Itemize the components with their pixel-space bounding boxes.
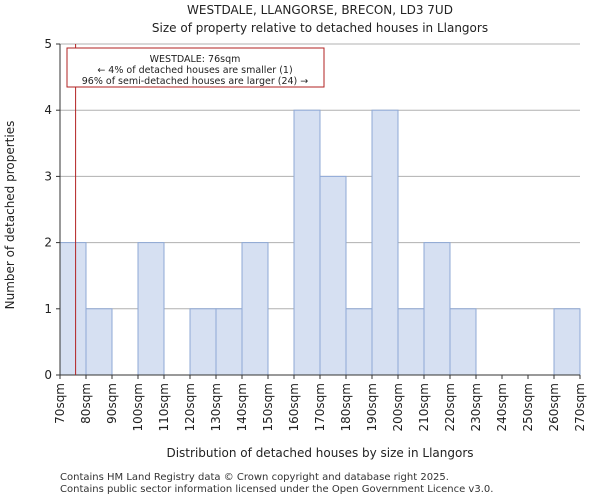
histogram-bar: [241, 242, 269, 376]
histogram-bar: [423, 242, 451, 376]
x-tick-label: 90sqm: [105, 383, 119, 424]
x-tick-label: 120sqm: [183, 383, 197, 431]
x-tick-label: 140sqm: [235, 383, 249, 431]
y-tick-label: 2: [44, 236, 52, 250]
y-tick-label: 3: [44, 169, 52, 183]
histogram-bar: [345, 308, 373, 376]
x-tick-label: 80sqm: [79, 383, 93, 424]
y-tick-label: 4: [44, 103, 52, 117]
x-tick-label: 160sqm: [287, 383, 301, 431]
x-tick-label: 190sqm: [365, 383, 379, 431]
chart-subtitle: Size of property relative to detached ho…: [152, 21, 488, 35]
x-tick-label: 150sqm: [261, 383, 275, 431]
x-tick-label: 240sqm: [495, 383, 509, 431]
annotation-line: ← 4% of detached houses are smaller (1): [97, 65, 292, 76]
histogram-bar: [85, 308, 113, 376]
x-tick-label: 130sqm: [209, 383, 223, 431]
x-tick-label: 220sqm: [443, 383, 457, 431]
x-tick-label: 200sqm: [391, 383, 405, 431]
x-axis-label: Distribution of detached houses by size …: [166, 446, 473, 460]
x-tick-label: 70sqm: [53, 383, 67, 424]
histogram-bar: [553, 308, 581, 376]
x-tick-label: 110sqm: [157, 383, 171, 431]
y-axis-label: Number of detached properties: [3, 121, 17, 310]
y-tick-label: 0: [44, 368, 52, 382]
x-tick-label: 230sqm: [469, 383, 483, 431]
histogram-bar: [371, 109, 399, 376]
x-tick-label: 170sqm: [313, 383, 327, 431]
annotation-line: WESTDALE: 76sqm: [150, 54, 241, 65]
x-tick-label: 260sqm: [547, 383, 561, 431]
x-tick-label: 210sqm: [417, 383, 431, 431]
x-tick-label: 270sqm: [573, 383, 587, 431]
bars: [59, 109, 581, 376]
histogram-bar: [397, 308, 425, 376]
histogram-bar: [293, 109, 321, 376]
axes: 0 1 2 3 4 5 70sqm 80sqm 90sqm 100sqm 110sqm 120sqm 1…: [44, 37, 587, 431]
x-tick-label: 100sqm: [131, 383, 145, 431]
annotation-box: [66, 47, 325, 88]
footer-line-1: Contains HM Land Registry data © Crown c…: [60, 472, 449, 483]
x-tick-label: 250sqm: [521, 383, 535, 431]
histogram-bar: [215, 308, 243, 376]
histogram-bar: [59, 242, 87, 376]
y-tick-label: 1: [44, 302, 52, 316]
y-tick-label: 5: [44, 37, 52, 51]
histogram-bar: [189, 308, 217, 376]
histogram-bar: [449, 308, 477, 376]
histogram-bar: [137, 242, 165, 376]
property-marker: WESTDALE: 76sqm← 4% of detached houses a…: [66, 44, 325, 375]
annotation-line: 96% of semi-detached houses are larger (…: [82, 76, 309, 87]
x-tick-label: 180sqm: [339, 383, 353, 431]
histogram-bar: [319, 175, 347, 376]
chart-title: WESTDALE, LLANGORSE, BRECON, LD3 7UD: [187, 3, 453, 17]
footer-line-2: Contains public sector information licen…: [60, 484, 494, 495]
